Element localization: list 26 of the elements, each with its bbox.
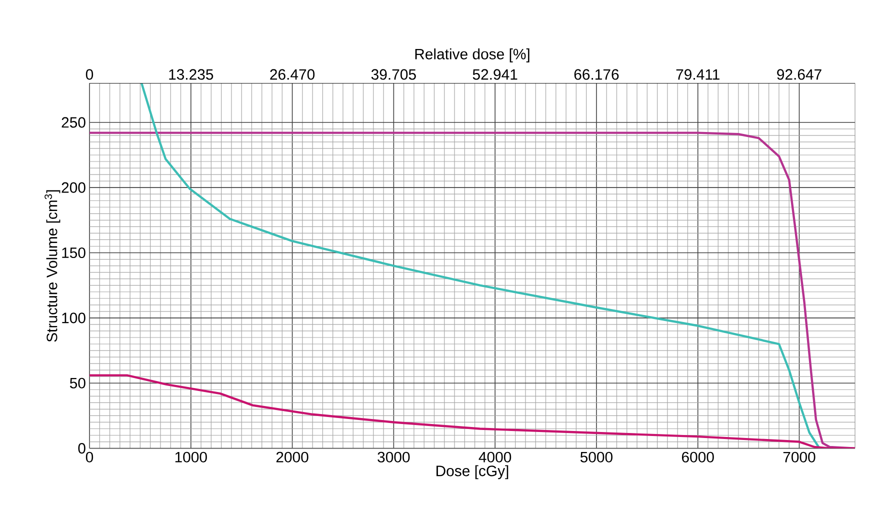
- x-tick-label: 1000: [175, 452, 207, 462]
- x2-tick-label: 79.411: [676, 69, 720, 80]
- y-tick-label: 150: [62, 247, 86, 258]
- x2-tick-label: 13.235: [169, 69, 214, 80]
- x-tick-label: 6000: [682, 452, 714, 462]
- line-series: [90, 374, 856, 448]
- x2-tick-label: 39.705: [371, 69, 416, 80]
- x-tick-label: 2000: [276, 452, 308, 462]
- x-tick-label: 5000: [580, 452, 612, 462]
- x-tick-label: 3000: [378, 452, 410, 462]
- x2-tick-label: 52.941: [472, 69, 518, 80]
- y-tick-label: 250: [62, 117, 86, 128]
- y-tick-label: 100: [62, 312, 86, 324]
- y-tick-label: 200: [62, 182, 86, 193]
- x2-tick-label: 0: [86, 69, 94, 80]
- x2-tick-label: 66.176: [574, 69, 619, 80]
- x2-tick-label: 92.647: [777, 69, 822, 80]
- x2-tick-label: 26.470: [270, 69, 315, 80]
- y-tick-label: 0: [78, 443, 86, 454]
- y-axis-title: Structure Volume [cm$^{3}$]: [44, 190, 60, 342]
- x2-axis-title: Relative dose [%]: [415, 48, 530, 62]
- y-tick-label: 50: [70, 378, 86, 388]
- x-tick-label: 0: [86, 452, 94, 462]
- x-tick-label: 4000: [478, 452, 512, 462]
- x-axis-title: Dose [cGy]: [436, 465, 508, 480]
- x-tick-label: 7000: [783, 452, 816, 462]
